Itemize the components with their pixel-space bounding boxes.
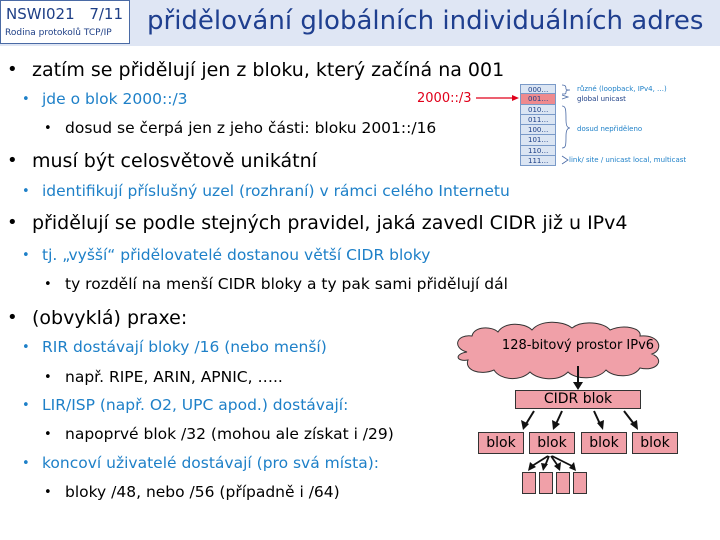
small-block bbox=[556, 472, 570, 494]
bullet-dot: • bbox=[44, 485, 52, 500]
ipv6-cloud-shape bbox=[457, 321, 660, 380]
blok-arrows bbox=[531, 455, 573, 467]
slide-header: NSWI021 7/11 Rodina protokolů TCP/IP při… bbox=[0, 0, 720, 46]
course-box: NSWI021 7/11 Rodina protokolů TCP/IP bbox=[0, 0, 130, 44]
annotation-local-multicast: link/ site / unicast local, multicast bbox=[569, 156, 687, 164]
brace-unallocated bbox=[561, 105, 571, 149]
cidr-arrows bbox=[525, 410, 635, 425]
bullet-dot: • bbox=[22, 456, 30, 471]
bullet-level2: LIR/ISP (např. O2, UPC apod.) dostávají: bbox=[42, 396, 349, 414]
prefix-row: 111… bbox=[520, 156, 556, 167]
prefix-row: 000… bbox=[520, 84, 556, 95]
annotation-global-unicast: global unicast bbox=[577, 95, 626, 103]
annotation-reserved: různé (loopback, IPv4, …) bbox=[577, 85, 667, 93]
prefix-table: 000… 001… 010… 011… 100… 101… 110… 111… bbox=[520, 84, 556, 167]
prefix-row: 011… bbox=[520, 114, 556, 126]
prefix-row: 100… bbox=[520, 125, 556, 136]
bullet-level3: dosud se čerpá jen z jeho části: bloku 2… bbox=[65, 119, 437, 137]
slide-number: 7/11 bbox=[89, 5, 123, 23]
bullet-dot: • bbox=[7, 212, 18, 233]
course-code: NSWI021 bbox=[6, 5, 75, 23]
prefix-row: 010… bbox=[520, 104, 556, 115]
course-subtitle: Rodina protokolů TCP/IP bbox=[5, 28, 112, 38]
bullet-level3: např. RIPE, ARIN, APNIC, ….. bbox=[65, 368, 283, 386]
cidr-block-box: CIDR blok bbox=[515, 390, 641, 409]
bullet-level3: napoprvé blok /32 (mohou ale získat i /2… bbox=[65, 425, 394, 443]
blok-arrow-heads bbox=[528, 462, 576, 471]
prefix-row: 110… bbox=[520, 145, 556, 157]
bullet-level2: RIR dostávají bloky /16 (nebo menší) bbox=[42, 338, 327, 356]
prefix-row-highlighted: 001… bbox=[520, 94, 556, 105]
bullet-dot: • bbox=[22, 92, 30, 107]
bullet-dot: • bbox=[22, 184, 30, 199]
blok-box: blok bbox=[478, 432, 524, 454]
bullet-level3: ty rozdělí na menší CIDR bloky a ty pak … bbox=[65, 275, 508, 293]
brace-reserved bbox=[561, 84, 571, 95]
blok-box: blok bbox=[632, 432, 678, 454]
prefix-label: 2000::/3 bbox=[417, 91, 472, 106]
bullet-dot: • bbox=[22, 340, 30, 355]
bullet-dot: • bbox=[7, 150, 18, 171]
bullet-dot: • bbox=[22, 248, 30, 263]
bullet-level1: zatím se přidělují jen z bloku, který za… bbox=[32, 59, 505, 81]
bullet-level1: (obvyklá) praxe: bbox=[32, 307, 188, 329]
small-block bbox=[573, 472, 587, 494]
bullet-level2: tj. „vyšší“ přidělovatelé dostanou větší… bbox=[42, 246, 431, 264]
brace-local bbox=[561, 155, 569, 165]
bullet-dot: • bbox=[7, 59, 18, 80]
cidr-arrow-heads bbox=[521, 420, 638, 430]
prefix-row: 101… bbox=[520, 135, 556, 146]
cloud-arrow-head bbox=[573, 382, 583, 390]
ipv6-cloud-label: 128-bitový prostor IPv6 bbox=[501, 338, 655, 353]
annotation-unallocated: dosud nepřiděleno bbox=[577, 125, 643, 133]
bullet-level2: identifikují příslušný uzel (rozhraní) v… bbox=[42, 182, 510, 200]
bullet-level3: bloky /48, nebo /56 (případně i /64) bbox=[65, 483, 340, 501]
small-block bbox=[539, 472, 553, 494]
bullet-dot: • bbox=[22, 398, 30, 413]
bullet-level1: přidělují se podle stejných pravidel, ja… bbox=[32, 212, 628, 234]
bullet-dot: • bbox=[7, 307, 18, 328]
bullet-dot: • bbox=[44, 121, 52, 136]
slide-title: přidělování globálních individuálních ad… bbox=[147, 6, 704, 36]
small-block bbox=[522, 472, 536, 494]
blok-box: blok bbox=[529, 432, 575, 454]
bullet-level1: musí být celosvětově unikátní bbox=[32, 150, 317, 172]
blok-box: blok bbox=[581, 432, 627, 454]
bullet-dot: • bbox=[44, 277, 52, 292]
bullet-level2: jde o blok 2000::/3 bbox=[42, 90, 188, 108]
bullet-dot: • bbox=[44, 427, 52, 442]
bullet-level2: koncoví uživatelé dostávají (pro svá mís… bbox=[42, 454, 379, 472]
prefix-arrow-head bbox=[512, 95, 519, 101]
brace-global bbox=[561, 94, 570, 100]
bullet-dot: • bbox=[44, 370, 52, 385]
